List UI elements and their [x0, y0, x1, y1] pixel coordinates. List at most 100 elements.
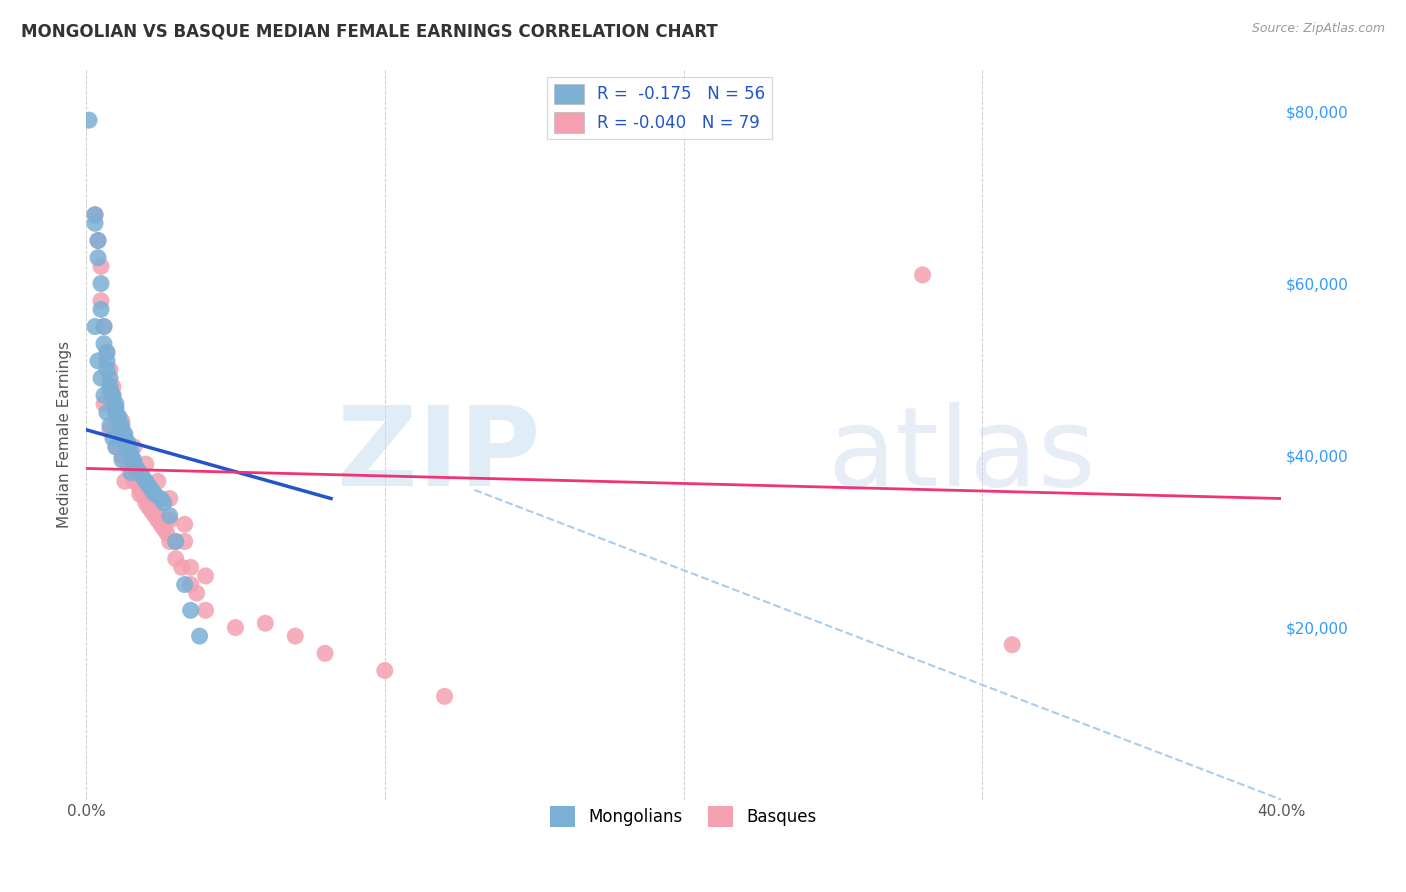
Point — [433, 690, 456, 704]
Point — [104, 401, 127, 416]
Point — [152, 517, 174, 532]
Point — [96, 345, 118, 359]
Point — [90, 302, 112, 317]
Point — [152, 496, 174, 510]
Point — [90, 293, 112, 308]
Point — [122, 457, 145, 471]
Point — [120, 452, 142, 467]
Point — [165, 534, 187, 549]
Point — [120, 444, 142, 458]
Point — [98, 371, 121, 385]
Point — [108, 409, 131, 424]
Point — [93, 397, 115, 411]
Point — [374, 664, 396, 678]
Point — [911, 268, 934, 282]
Point — [173, 577, 195, 591]
Point — [146, 513, 169, 527]
Point — [254, 616, 277, 631]
Point — [132, 483, 155, 497]
Point — [111, 452, 134, 467]
Y-axis label: Median Female Earnings: Median Female Earnings — [58, 341, 72, 527]
Point — [186, 586, 208, 600]
Text: ZIP: ZIP — [337, 402, 540, 509]
Point — [224, 621, 246, 635]
Point — [108, 414, 131, 428]
Point — [111, 427, 134, 442]
Point — [135, 491, 157, 506]
Point — [135, 475, 157, 489]
Point — [104, 397, 127, 411]
Point — [87, 251, 110, 265]
Point — [165, 534, 187, 549]
Point — [84, 208, 107, 222]
Point — [122, 461, 145, 475]
Point — [149, 517, 172, 532]
Text: MONGOLIAN VS BASQUE MEDIAN FEMALE EARNINGS CORRELATION CHART: MONGOLIAN VS BASQUE MEDIAN FEMALE EARNIN… — [21, 22, 718, 40]
Point — [138, 500, 160, 515]
Point — [135, 496, 157, 510]
Point — [132, 470, 155, 484]
Point — [117, 444, 139, 458]
Point — [93, 388, 115, 402]
Point — [93, 336, 115, 351]
Point — [98, 380, 121, 394]
Point — [108, 414, 131, 428]
Text: Source: ZipAtlas.com: Source: ZipAtlas.com — [1251, 22, 1385, 36]
Point — [125, 470, 148, 484]
Legend: Mongolians, Basques: Mongolians, Basques — [543, 798, 825, 835]
Point — [96, 354, 118, 368]
Point — [117, 440, 139, 454]
Point — [114, 431, 136, 445]
Point — [125, 466, 148, 480]
Point — [194, 569, 217, 583]
Point — [96, 405, 118, 419]
Point — [101, 392, 124, 407]
Point — [84, 216, 107, 230]
Point — [143, 508, 166, 523]
Point — [135, 457, 157, 471]
Point — [143, 500, 166, 515]
Point — [90, 277, 112, 291]
Point — [146, 475, 169, 489]
Point — [108, 418, 131, 433]
Point — [93, 319, 115, 334]
Point — [120, 466, 142, 480]
Point — [128, 466, 150, 480]
Point — [165, 551, 187, 566]
Point — [194, 603, 217, 617]
Point — [111, 423, 134, 437]
Point — [98, 423, 121, 437]
Point — [117, 435, 139, 450]
Point — [111, 414, 134, 428]
Point — [111, 423, 134, 437]
Point — [132, 487, 155, 501]
Point — [120, 449, 142, 463]
Point — [96, 362, 118, 376]
Point — [84, 319, 107, 334]
Point — [141, 504, 163, 518]
Point — [114, 431, 136, 445]
Point — [111, 449, 134, 463]
Point — [98, 418, 121, 433]
Point — [173, 534, 195, 549]
Point — [128, 483, 150, 497]
Point — [135, 491, 157, 506]
Point — [114, 427, 136, 442]
Point — [93, 319, 115, 334]
Point — [180, 577, 202, 591]
Point — [87, 234, 110, 248]
Point — [77, 113, 100, 128]
Point — [1001, 638, 1024, 652]
Point — [146, 508, 169, 523]
Point — [180, 603, 202, 617]
Point — [114, 475, 136, 489]
Point — [87, 234, 110, 248]
Point — [101, 388, 124, 402]
Point — [120, 449, 142, 463]
Point — [98, 362, 121, 376]
Point — [98, 380, 121, 394]
Point — [314, 646, 336, 660]
Point — [152, 522, 174, 536]
Point — [101, 380, 124, 394]
Point — [104, 405, 127, 419]
